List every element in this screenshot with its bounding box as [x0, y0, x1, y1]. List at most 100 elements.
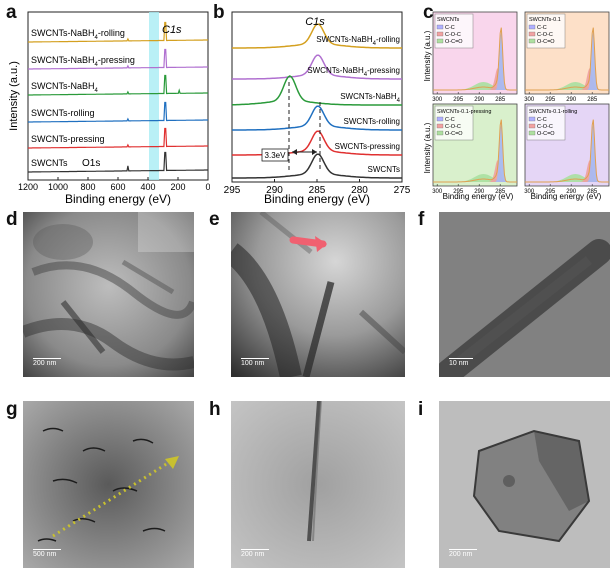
scalebar-h: 200 nm	[241, 551, 265, 558]
xlabel-a: Binding energy (eV)	[65, 192, 171, 206]
panel-label-h: h	[209, 399, 221, 420]
ylabel-c-bottom: Intensity (a.u.)	[423, 122, 432, 173]
fit-legend-label: C-C	[537, 25, 547, 31]
survey-trace-label: SWCNTs	[31, 158, 68, 168]
shift-arrow-head-left	[292, 149, 297, 155]
fit-xtick-label: 290	[474, 189, 485, 195]
survey-trace-label: SWCNTs-pressing	[31, 134, 105, 144]
fit-xtick-label: 285	[495, 189, 506, 195]
scalebar-d: 200 nm	[33, 360, 57, 367]
xtick-label-b: 285	[309, 185, 326, 196]
fit-subplot-title: SWCNTs-0.1-pressing	[437, 109, 491, 115]
survey-trace-label: SWCNTs-rolling	[31, 108, 95, 118]
xtick-label-a: 400	[140, 182, 155, 192]
fit-legend-label: C-O-C	[537, 32, 553, 38]
panel-label-a: a	[6, 2, 17, 23]
xtick-label-a: 1000	[48, 182, 68, 192]
xlabel-b: Binding energy (eV)	[264, 192, 370, 206]
fit-component-c-o-c	[433, 68, 517, 90]
tem-image-i: 200 nm	[439, 401, 610, 568]
shift-label: 3.3eV	[265, 151, 287, 160]
tem-image-h: 200 nm	[231, 401, 405, 568]
fit-legend-swatch	[528, 24, 536, 30]
fit-xtick-label: 295	[545, 97, 556, 103]
fit-legend-label: C-C	[445, 25, 455, 31]
fit-legend-swatch	[436, 116, 444, 122]
fit-legend-swatch	[436, 24, 444, 30]
survey-trace-label: SWCNTs-NaBH4	[31, 81, 99, 94]
fit-component-c-o-c	[525, 160, 609, 182]
fit-xtick-label: 290	[566, 189, 577, 195]
tem-image-e: 100 nm	[231, 212, 405, 377]
fit-legend-swatch	[436, 31, 444, 37]
xtick-label-b: 295	[224, 185, 241, 196]
fit-xtick-label: 285	[587, 189, 598, 195]
fit-legend-swatch	[436, 130, 444, 136]
fit-legend-label: O-C=O	[445, 39, 463, 45]
fit-envelope	[525, 119, 609, 183]
fit-legend-label: C-O-C	[445, 32, 461, 38]
fit-xtick-label: 300	[432, 189, 443, 195]
c1s-highlight-band	[149, 12, 159, 180]
scalebar-f: 10 nm	[449, 360, 469, 367]
fit-legend-label: O-C=O	[537, 39, 555, 45]
fit-subplot-title: SWCNTs-0.1-rolling	[529, 109, 577, 115]
fit-component-c-o-c	[525, 68, 609, 90]
fit-component-c-c	[433, 122, 517, 182]
fit-legend-swatch	[528, 38, 536, 44]
survey-trace	[28, 21, 208, 43]
fit-legend-label: O-C=O	[537, 131, 555, 137]
fit-envelope	[433, 119, 517, 183]
tem-image-f: 10 nm	[439, 212, 610, 377]
ylabel-c-top: Intensity (a.u.)	[423, 30, 432, 81]
xlabel-c-left: Binding energy (eV)	[443, 192, 514, 201]
xlabel-c-right: Binding energy (eV)	[531, 192, 602, 201]
tem-image-d: 200 nm	[23, 212, 194, 377]
fit-xtick-label: 285	[495, 97, 506, 103]
fit-subplot-title: SWCNTs-0.1	[529, 17, 561, 23]
xtick-label-a: 600	[110, 182, 125, 192]
survey-trace	[28, 74, 208, 96]
xtick-label-b: 275	[394, 185, 411, 196]
survey-trace	[28, 127, 208, 149]
fit-legend-label: C-O-C	[445, 124, 461, 130]
fit-xtick-label: 300	[432, 97, 443, 103]
c1s-trace	[232, 23, 402, 49]
fit-subplot-title: SWCNTs	[437, 17, 460, 23]
survey-trace	[28, 151, 208, 173]
panel-label-f: f	[418, 209, 425, 230]
panel-label-g: g	[6, 399, 18, 420]
panel-label-c: c	[423, 2, 434, 23]
xps-c1s-chart: SWCNTs-NaBH4-rolling SWCNTs-NaBH4-pressin…	[224, 11, 411, 206]
shift-arrow-head-right	[312, 149, 317, 155]
c1s-label-b: C1s	[305, 16, 325, 28]
fit-legend-label: C-C	[537, 117, 547, 123]
fit-xtick-label: 300	[524, 97, 535, 103]
scalebar-e: 100 nm	[241, 360, 265, 367]
ylabel-a: Intensity (a.u.)	[8, 61, 20, 131]
panel-label-e: e	[209, 209, 220, 230]
c1s-trace-label: SWCNTs-NaBH4	[340, 92, 400, 104]
c1s-trace-label: SWCNTs-pressing	[335, 142, 400, 151]
fit-xtick-label: 295	[545, 189, 556, 195]
xtick-label-a: 1200	[18, 182, 38, 192]
c1s-trace	[231, 75, 402, 106]
c1s-trace	[232, 54, 402, 80]
fit-legend-swatch	[436, 38, 444, 44]
c1s-trace	[232, 105, 402, 131]
fit-xtick-label: 290	[474, 97, 485, 103]
fit-envelope	[433, 27, 517, 91]
red-arrow-head	[315, 236, 327, 252]
xtick-label-b: 290	[266, 185, 283, 196]
c1s-trace	[232, 130, 402, 156]
fit-legend-swatch	[528, 116, 536, 122]
fit-legend-label: C-O-C	[537, 124, 553, 130]
o1s-label-a: O1s	[82, 158, 100, 169]
scalebar-g: 500 nm	[33, 551, 57, 558]
c1s-trace-label: SWCNTs-rolling	[344, 117, 400, 126]
fit-legend-label: C-C	[445, 117, 455, 123]
survey-trace	[28, 101, 208, 123]
c1s-trace-label: SWCNTs	[368, 165, 400, 174]
xps-survey-chart: SWCNTs-NaBH4-rolling SWCNTs-NaBH4-pressin…	[8, 11, 210, 206]
